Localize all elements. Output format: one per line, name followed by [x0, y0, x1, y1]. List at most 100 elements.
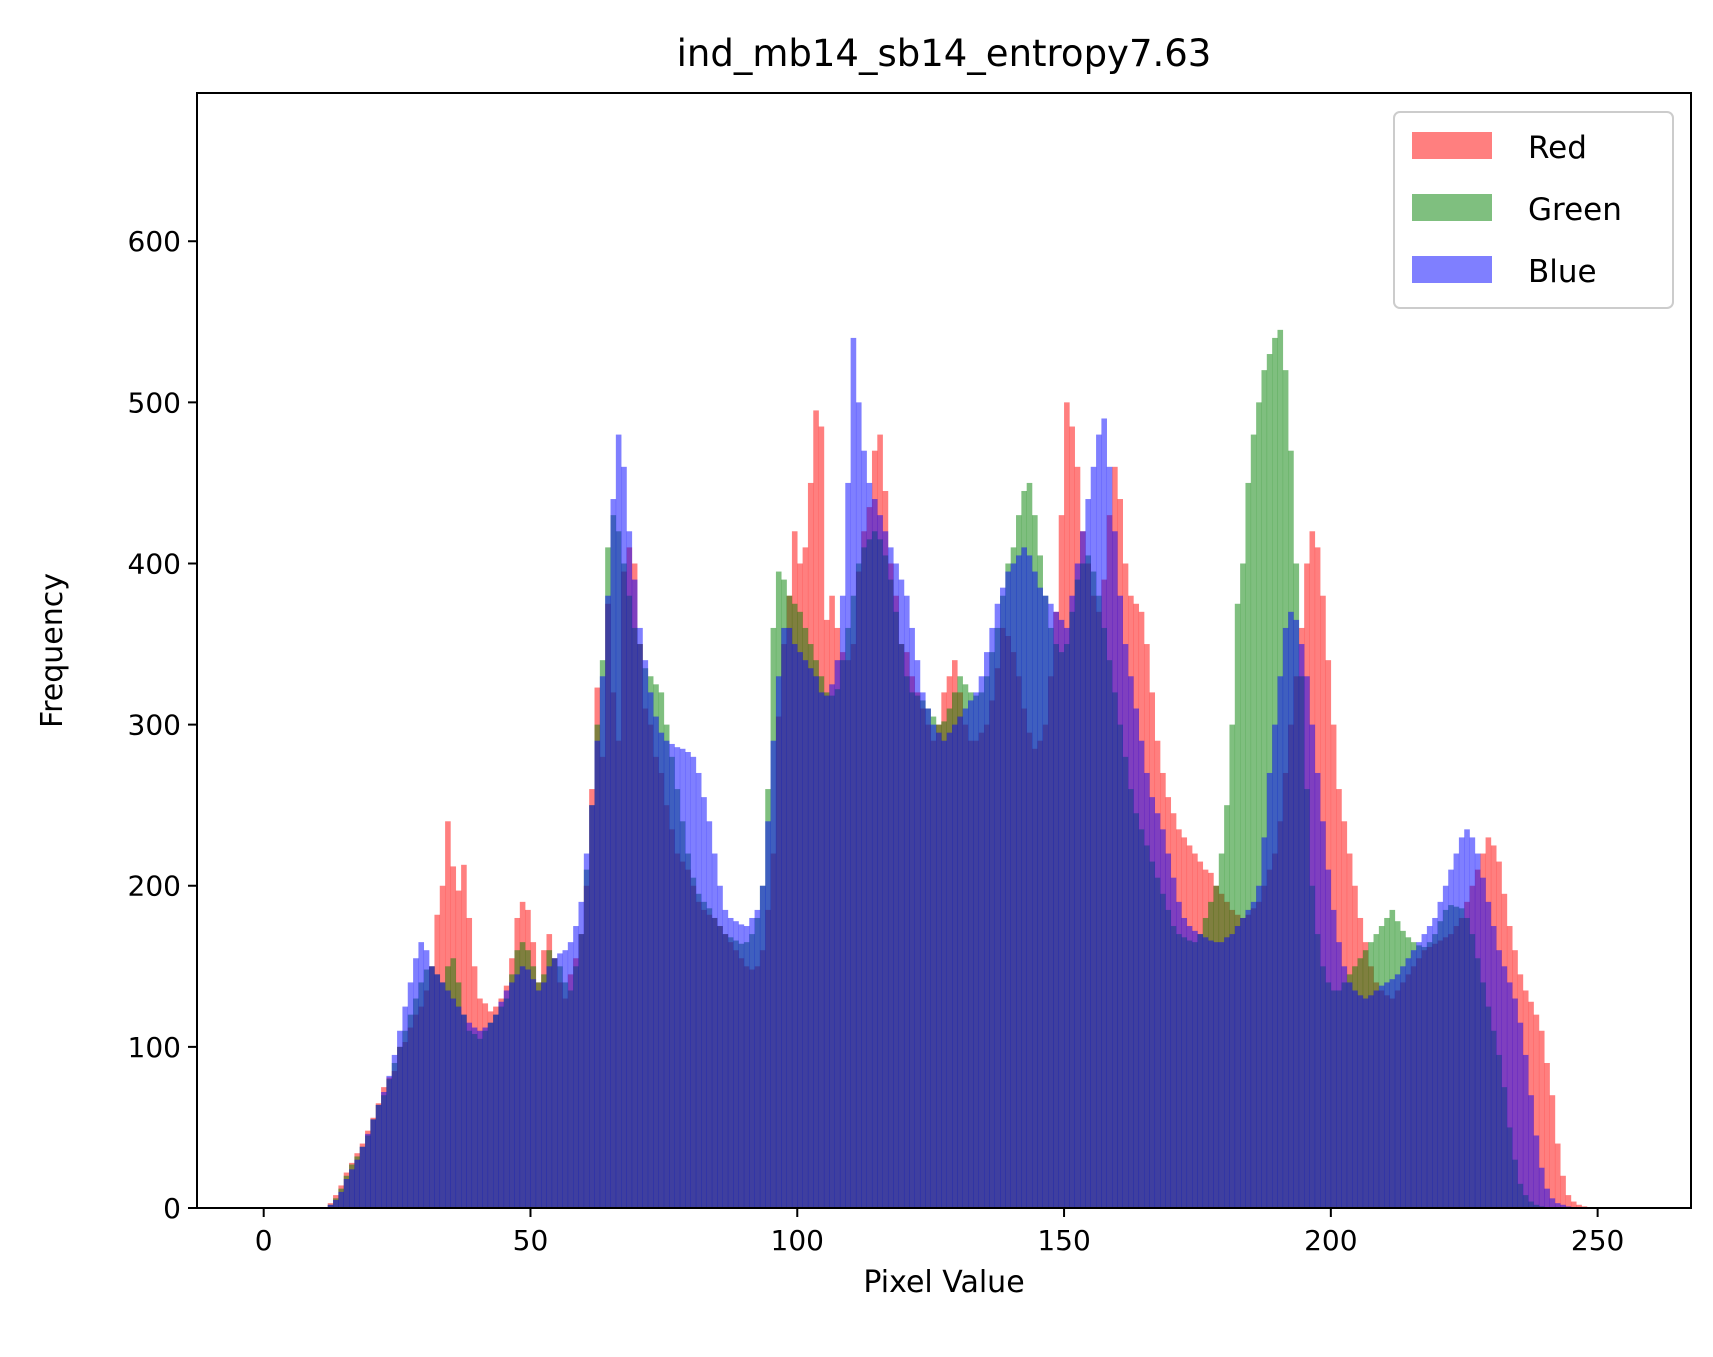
bar-green — [1256, 402, 1262, 1208]
plot-frame — [196, 92, 1692, 1209]
bar-blue — [690, 756, 697, 1208]
bar-blue — [1432, 917, 1438, 1208]
bar-blue — [386, 1075, 393, 1208]
bar-blue — [413, 958, 419, 1208]
bar-blue — [733, 921, 739, 1208]
bar-blue — [487, 1022, 494, 1208]
bar-blue — [1496, 950, 1502, 1208]
bar-blue — [567, 942, 574, 1208]
legend-label-blue: Blue — [1528, 254, 1597, 290]
bar-blue — [349, 1169, 355, 1208]
legend-swatch-red — [1412, 132, 1492, 159]
bar-blue — [1197, 934, 1204, 1208]
y-tick-label: 100 — [128, 1031, 181, 1064]
bar-blue — [1122, 644, 1129, 1208]
bar-blue — [1410, 950, 1417, 1208]
bar-blue — [706, 821, 713, 1208]
bar-blue — [1512, 998, 1518, 1208]
bar-blue — [1112, 531, 1118, 1208]
bar-blue — [1490, 926, 1497, 1208]
bar-blue — [546, 966, 553, 1208]
bar-blue — [1186, 926, 1193, 1208]
bar-blue — [423, 950, 430, 1208]
bar-blue — [1010, 563, 1017, 1208]
bar-blue — [599, 676, 606, 1208]
bar-blue — [749, 917, 755, 1208]
bar-blue — [1266, 772, 1273, 1208]
bar-blue — [968, 700, 974, 1208]
bar-blue — [626, 531, 633, 1208]
bar-blue — [605, 595, 611, 1208]
bar-blue — [1016, 555, 1022, 1208]
bar-blue — [658, 732, 665, 1208]
bar-blue — [909, 627, 915, 1208]
bar-blue — [391, 1054, 398, 1208]
bar-blue — [1042, 595, 1049, 1208]
bar-blue — [1560, 1204, 1566, 1208]
bar-blue — [984, 652, 990, 1208]
bar-red — [1560, 1175, 1566, 1208]
bar-blue — [365, 1133, 371, 1208]
bar-blue — [797, 652, 803, 1208]
bar-blue — [663, 740, 670, 1208]
bar-blue — [978, 676, 985, 1208]
bar-blue — [1117, 595, 1123, 1208]
bar-green — [1250, 434, 1257, 1209]
bar-green — [1234, 603, 1241, 1208]
bar-blue — [1176, 901, 1182, 1208]
bar-blue — [855, 402, 862, 1208]
bar-blue — [1208, 940, 1214, 1208]
bar-blue — [717, 885, 723, 1208]
bar-blue — [503, 990, 510, 1208]
bar-blue — [1229, 934, 1236, 1208]
bar-blue — [1261, 837, 1268, 1208]
bar-blue — [711, 853, 718, 1208]
bar-blue — [1448, 869, 1454, 1208]
ticks-layer: 0 50 100 150 200 250 0 100 200 300 400 500 600 — [128, 225, 1625, 1257]
bar-blue — [1085, 499, 1091, 1208]
bar-red — [1570, 1201, 1577, 1208]
bar-blue — [466, 1022, 473, 1208]
bar-blue — [759, 885, 766, 1208]
bar-blue — [1480, 877, 1486, 1208]
x-tick-label: 250 — [1571, 1224, 1624, 1257]
bar-blue — [1304, 676, 1310, 1208]
bar-blue — [562, 950, 569, 1208]
bar-blue — [1298, 644, 1305, 1208]
bar-blue — [781, 627, 787, 1208]
bar-blue — [1293, 619, 1300, 1208]
bar-blue — [962, 708, 969, 1208]
bar-blue — [845, 482, 851, 1208]
bar-blue — [1464, 829, 1470, 1208]
bar-blue — [637, 627, 643, 1208]
bar-blue — [1453, 853, 1460, 1208]
bar-blue — [866, 482, 873, 1208]
bar-blue — [445, 990, 451, 1208]
bar-blue — [839, 595, 846, 1208]
bar-blue — [1277, 676, 1284, 1208]
bar-blue — [471, 1027, 478, 1208]
bar-blue — [1218, 942, 1225, 1208]
bar-blue — [743, 926, 750, 1208]
bar-blue — [551, 958, 558, 1208]
bar-blue — [952, 724, 958, 1208]
bar-blue — [493, 1014, 499, 1208]
bar-blue — [1517, 1022, 1524, 1208]
bar-blue — [1325, 869, 1332, 1208]
x-axis-label: Pixel Value — [863, 1265, 1024, 1300]
bar-blue — [1400, 966, 1406, 1208]
bar-blue — [509, 982, 515, 1208]
bar-blue — [1181, 917, 1188, 1208]
bar-blue — [1314, 772, 1321, 1208]
bar-blue — [1528, 1095, 1534, 1208]
bar-blue — [1160, 829, 1166, 1208]
bar-blue — [1058, 619, 1065, 1208]
bar-blue — [450, 998, 457, 1208]
bar-blue — [455, 1006, 462, 1208]
bar-blue — [936, 732, 942, 1208]
bar-blue — [1144, 772, 1150, 1208]
bar-blue — [1074, 563, 1081, 1208]
bar-blue — [1437, 901, 1444, 1208]
bar-blue — [946, 732, 953, 1208]
